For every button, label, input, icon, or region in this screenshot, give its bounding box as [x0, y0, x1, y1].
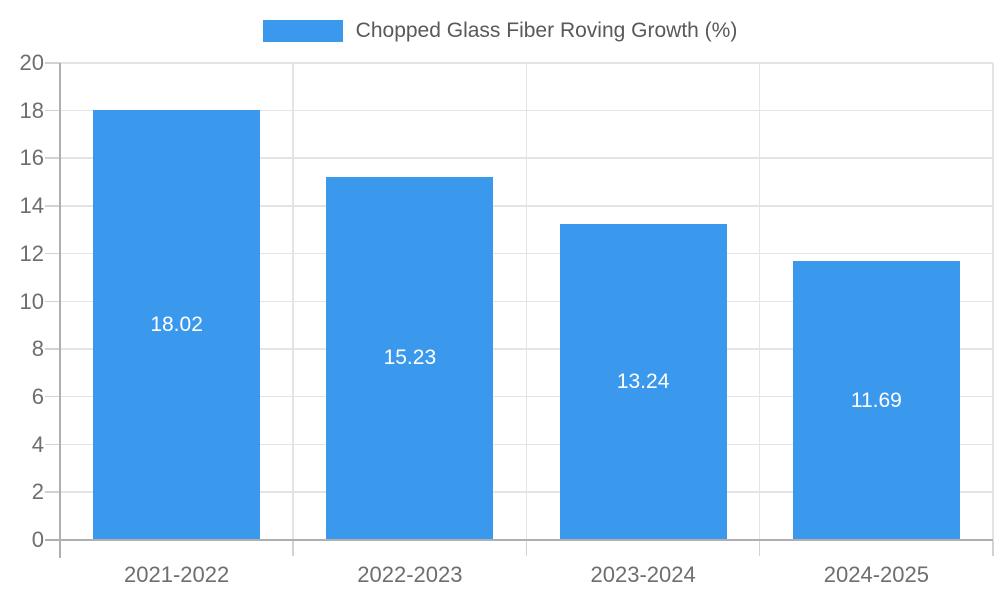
y-axis-line — [58, 63, 61, 558]
legend-label: Chopped Glass Fiber Roving Growth (%) — [355, 19, 738, 42]
x-tick-label: 2023-2024 — [590, 562, 696, 587]
x-tick-label: 2021-2022 — [124, 562, 230, 587]
y-tick-label: 18 — [19, 97, 44, 123]
y-axis-tick — [45, 157, 60, 159]
v-gridline — [992, 63, 994, 540]
y-tick-label: 0 — [31, 527, 44, 552]
bar-value-label: 15.23 — [383, 346, 437, 370]
bar-value-label: 11.69 — [850, 388, 902, 412]
v-gridline — [758, 63, 761, 540]
bar-2022-2023[interactable] — [326, 176, 494, 540]
x-axis-line — [45, 539, 993, 541]
legend[interactable]: Chopped Glass Fiber Roving Growth (%) — [0, 14, 1000, 48]
x-tick-label: 2022-2023 — [357, 562, 463, 587]
y-axis-tick — [45, 109, 60, 112]
y-axis-tick — [45, 300, 60, 302]
bar-value-label: 13.24 — [616, 370, 670, 394]
y-axis-tick — [45, 62, 60, 64]
y-tick-label: 16 — [19, 145, 44, 171]
x-tick-label: 2024-2025 — [823, 562, 929, 587]
y-axis-tick — [45, 348, 60, 350]
y-axis-tick — [45, 443, 60, 446]
x-axis-tick — [758, 541, 761, 556]
bar-2023-2024[interactable] — [559, 224, 727, 540]
bar-value-label: 18.02 — [150, 313, 203, 337]
legend-swatch — [262, 20, 343, 42]
y-tick-label: 8 — [31, 336, 44, 362]
y-tick-label: 14 — [19, 193, 44, 219]
h-gridline — [60, 62, 993, 64]
x-axis-tick — [525, 541, 527, 556]
y-tick-label: 20 — [19, 50, 44, 75]
y-axis-tick — [45, 491, 60, 493]
x-axis-tick — [292, 541, 294, 556]
y-tick-label: 10 — [19, 288, 44, 314]
x-axis-tick — [992, 541, 994, 556]
v-gridline — [292, 63, 294, 540]
y-axis-tick — [45, 395, 60, 398]
y-tick-label: 6 — [31, 383, 44, 409]
y-tick-label: 12 — [19, 240, 44, 266]
v-gridline — [525, 63, 527, 540]
bar-2021-2022[interactable] — [93, 110, 261, 540]
bar-2024-2025[interactable] — [792, 261, 960, 540]
y-tick-label: 4 — [31, 431, 44, 457]
y-tick-label: 2 — [31, 479, 44, 505]
y-axis-tick — [45, 205, 60, 207]
y-axis-tick — [45, 252, 60, 255]
